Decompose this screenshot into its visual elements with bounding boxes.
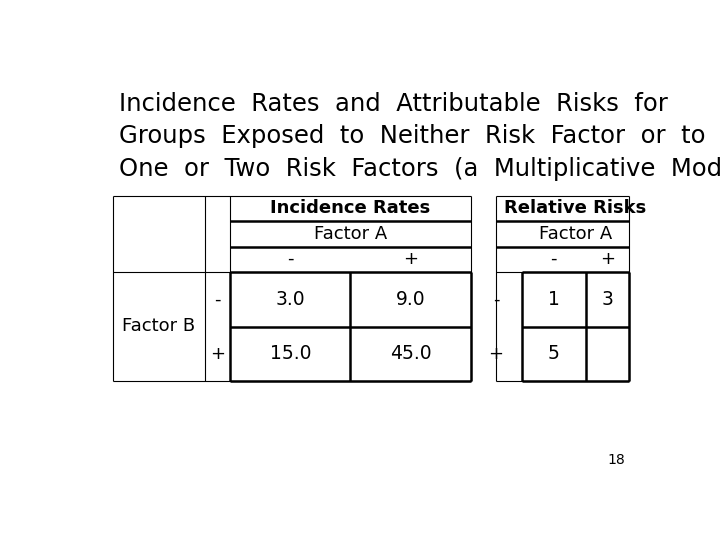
Text: 18: 18: [607, 453, 625, 467]
Text: 9.0: 9.0: [396, 290, 426, 309]
Text: +: +: [489, 345, 503, 362]
Text: Relative Risks: Relative Risks: [504, 199, 647, 218]
Text: Incidence Rates: Incidence Rates: [270, 199, 431, 218]
Text: 3: 3: [601, 290, 613, 309]
Text: 45.0: 45.0: [390, 344, 431, 363]
Text: Factor A: Factor A: [539, 225, 612, 243]
Text: -: -: [287, 250, 294, 268]
Text: +: +: [210, 345, 225, 362]
Text: 1: 1: [548, 290, 559, 309]
Text: 5: 5: [548, 344, 559, 363]
Text: +: +: [403, 250, 418, 268]
Text: Incidence  Rates  and  Attributable  Risks  for
Groups  Exposed  to  Neither  Ri: Incidence Rates and Attributable Risks f…: [120, 92, 720, 181]
Text: 15.0: 15.0: [269, 344, 311, 363]
Text: -: -: [493, 291, 500, 308]
Text: 3.0: 3.0: [276, 290, 305, 309]
Text: -: -: [215, 291, 221, 308]
Text: Factor B: Factor B: [122, 317, 196, 335]
Text: +: +: [600, 250, 615, 268]
Text: -: -: [551, 250, 557, 268]
Text: Factor A: Factor A: [314, 225, 387, 243]
